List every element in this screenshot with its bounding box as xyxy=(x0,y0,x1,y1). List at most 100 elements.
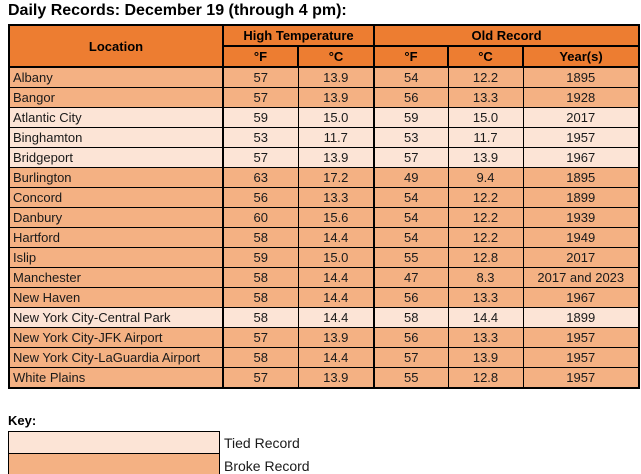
old-c-cell: 13.9 xyxy=(447,147,524,168)
key-list: Tied Record Broke Record xyxy=(8,431,641,474)
table-row: Manchester 58 14.4 47 8.3 2017 and 2023 xyxy=(8,267,640,288)
location-cell: Danbury xyxy=(8,207,224,228)
location-cell: Burlington xyxy=(8,167,224,188)
high-f-cell: 57 xyxy=(222,367,299,389)
key-item-label: Broke Record xyxy=(224,457,310,474)
high-c-cell: 14.4 xyxy=(297,227,375,248)
old-c-cell: 12.8 xyxy=(447,367,524,389)
old-c-cell: 13.3 xyxy=(447,87,524,108)
header-old-f: °F xyxy=(373,45,449,68)
old-c-cell: 8.3 xyxy=(447,267,524,288)
header-old-c: °C xyxy=(447,45,524,68)
high-c-cell: 14.4 xyxy=(297,267,375,288)
high-f-cell: 58 xyxy=(222,307,299,328)
header-old-record: Old Record xyxy=(372,24,641,47)
high-f-cell: 57 xyxy=(222,66,299,88)
high-f-cell: 58 xyxy=(222,287,299,308)
location-cell: New Haven xyxy=(8,287,224,308)
years-cell: 1895 xyxy=(522,66,640,88)
years-cell: 1899 xyxy=(522,187,640,208)
table-row: New York City-LaGuardia Airport 58 14.4 57 1… xyxy=(8,347,640,368)
table-row: Binghamton 53 11.7 53 11.7 1957 xyxy=(8,127,640,148)
location-cell: New York City-JFK Airport xyxy=(8,327,224,348)
years-cell: 1895 xyxy=(522,167,640,188)
old-f-cell: 54 xyxy=(373,66,449,88)
old-f-cell: 54 xyxy=(373,227,449,248)
location-cell: Islip xyxy=(8,247,224,268)
high-f-cell: 57 xyxy=(222,327,299,348)
high-c-cell: 13.9 xyxy=(297,66,375,88)
high-c-cell: 14.4 xyxy=(297,287,375,308)
key-item: Broke Record xyxy=(8,454,641,474)
location-cell: Bridgeport xyxy=(8,147,224,168)
key-item: Tied Record xyxy=(8,431,641,454)
years-cell: 2017 and 2023 xyxy=(522,267,640,288)
table-row: New Haven 58 14.4 56 13.3 1967 xyxy=(8,287,640,308)
location-cell: New York City-LaGuardia Airport xyxy=(8,347,224,368)
years-cell: 1928 xyxy=(522,87,640,108)
high-c-cell: 11.7 xyxy=(297,127,375,148)
high-f-cell: 63 xyxy=(222,167,299,188)
old-c-cell: 12.2 xyxy=(447,207,524,228)
old-f-cell: 54 xyxy=(373,207,449,228)
years-cell: 1957 xyxy=(522,127,640,148)
location-cell: New York City-Central Park xyxy=(8,307,224,328)
old-c-cell: 9.4 xyxy=(447,167,524,188)
old-f-cell: 49 xyxy=(373,167,449,188)
daily-records-table: Location High Temperature Old Record °F … xyxy=(8,24,641,389)
high-f-cell: 59 xyxy=(222,247,299,268)
old-f-cell: 57 xyxy=(373,147,449,168)
high-f-cell: 59 xyxy=(222,107,299,128)
years-cell: 1957 xyxy=(522,327,640,348)
high-c-cell: 17.2 xyxy=(297,167,375,188)
high-f-cell: 58 xyxy=(222,267,299,288)
high-c-cell: 14.4 xyxy=(297,347,375,368)
table-row: Bangor 57 13.9 56 13.3 1928 xyxy=(8,87,640,108)
high-c-cell: 13.9 xyxy=(297,367,375,389)
header-high-f: °F xyxy=(222,45,299,68)
table-row: Islip 59 15.0 55 12.8 2017 xyxy=(8,247,640,268)
high-f-cell: 56 xyxy=(222,187,299,208)
years-cell: 1939 xyxy=(522,207,640,228)
table-row: Burlington 63 17.2 49 9.4 1895 xyxy=(8,167,640,188)
old-c-cell: 12.8 xyxy=(447,247,524,268)
old-c-cell: 12.2 xyxy=(447,227,524,248)
years-cell: 2017 xyxy=(522,247,640,268)
years-cell: 1957 xyxy=(522,347,640,368)
high-c-cell: 13.9 xyxy=(297,327,375,348)
years-cell: 1899 xyxy=(522,307,640,328)
old-c-cell: 13.9 xyxy=(447,347,524,368)
table-row: Bridgeport 57 13.9 57 13.9 1967 xyxy=(8,147,640,168)
old-f-cell: 56 xyxy=(373,287,449,308)
high-c-cell: 13.9 xyxy=(297,87,375,108)
location-cell: Atlantic City xyxy=(8,107,224,128)
high-f-cell: 53 xyxy=(222,127,299,148)
years-cell: 1967 xyxy=(522,147,640,168)
table-row: Hartford 58 14.4 54 12.2 1949 xyxy=(8,227,640,248)
table-row: New York City-Central Park 58 14.4 58 14.4 18… xyxy=(8,307,640,328)
old-c-cell: 14.4 xyxy=(447,307,524,328)
high-c-cell: 13.3 xyxy=(297,187,375,208)
page-title: Daily Records: December 19 (through 4 pm… xyxy=(8,2,347,19)
location-cell: Manchester xyxy=(8,267,224,288)
old-f-cell: 57 xyxy=(373,347,449,368)
years-cell: 2017 xyxy=(522,107,640,128)
high-f-cell: 60 xyxy=(222,207,299,228)
key-swatch xyxy=(8,431,220,454)
header-high-c: °C xyxy=(297,45,375,68)
location-cell: Bangor xyxy=(8,87,224,108)
location-cell: Hartford xyxy=(8,227,224,248)
location-cell: Concord xyxy=(8,187,224,208)
high-c-cell: 13.9 xyxy=(297,147,375,168)
high-f-cell: 57 xyxy=(222,87,299,108)
high-f-cell: 57 xyxy=(222,147,299,168)
table-row: Albany 57 13.9 54 12.2 1895 xyxy=(8,66,640,88)
old-c-cell: 13.3 xyxy=(447,287,524,308)
old-c-cell: 12.2 xyxy=(447,187,524,208)
header-years: Year(s) xyxy=(521,45,641,68)
high-f-cell: 58 xyxy=(222,227,299,248)
location-cell: Albany xyxy=(8,66,224,88)
header-high-temperature: High Temperature xyxy=(222,24,375,47)
old-c-cell: 15.0 xyxy=(447,107,524,128)
old-f-cell: 55 xyxy=(373,247,449,268)
